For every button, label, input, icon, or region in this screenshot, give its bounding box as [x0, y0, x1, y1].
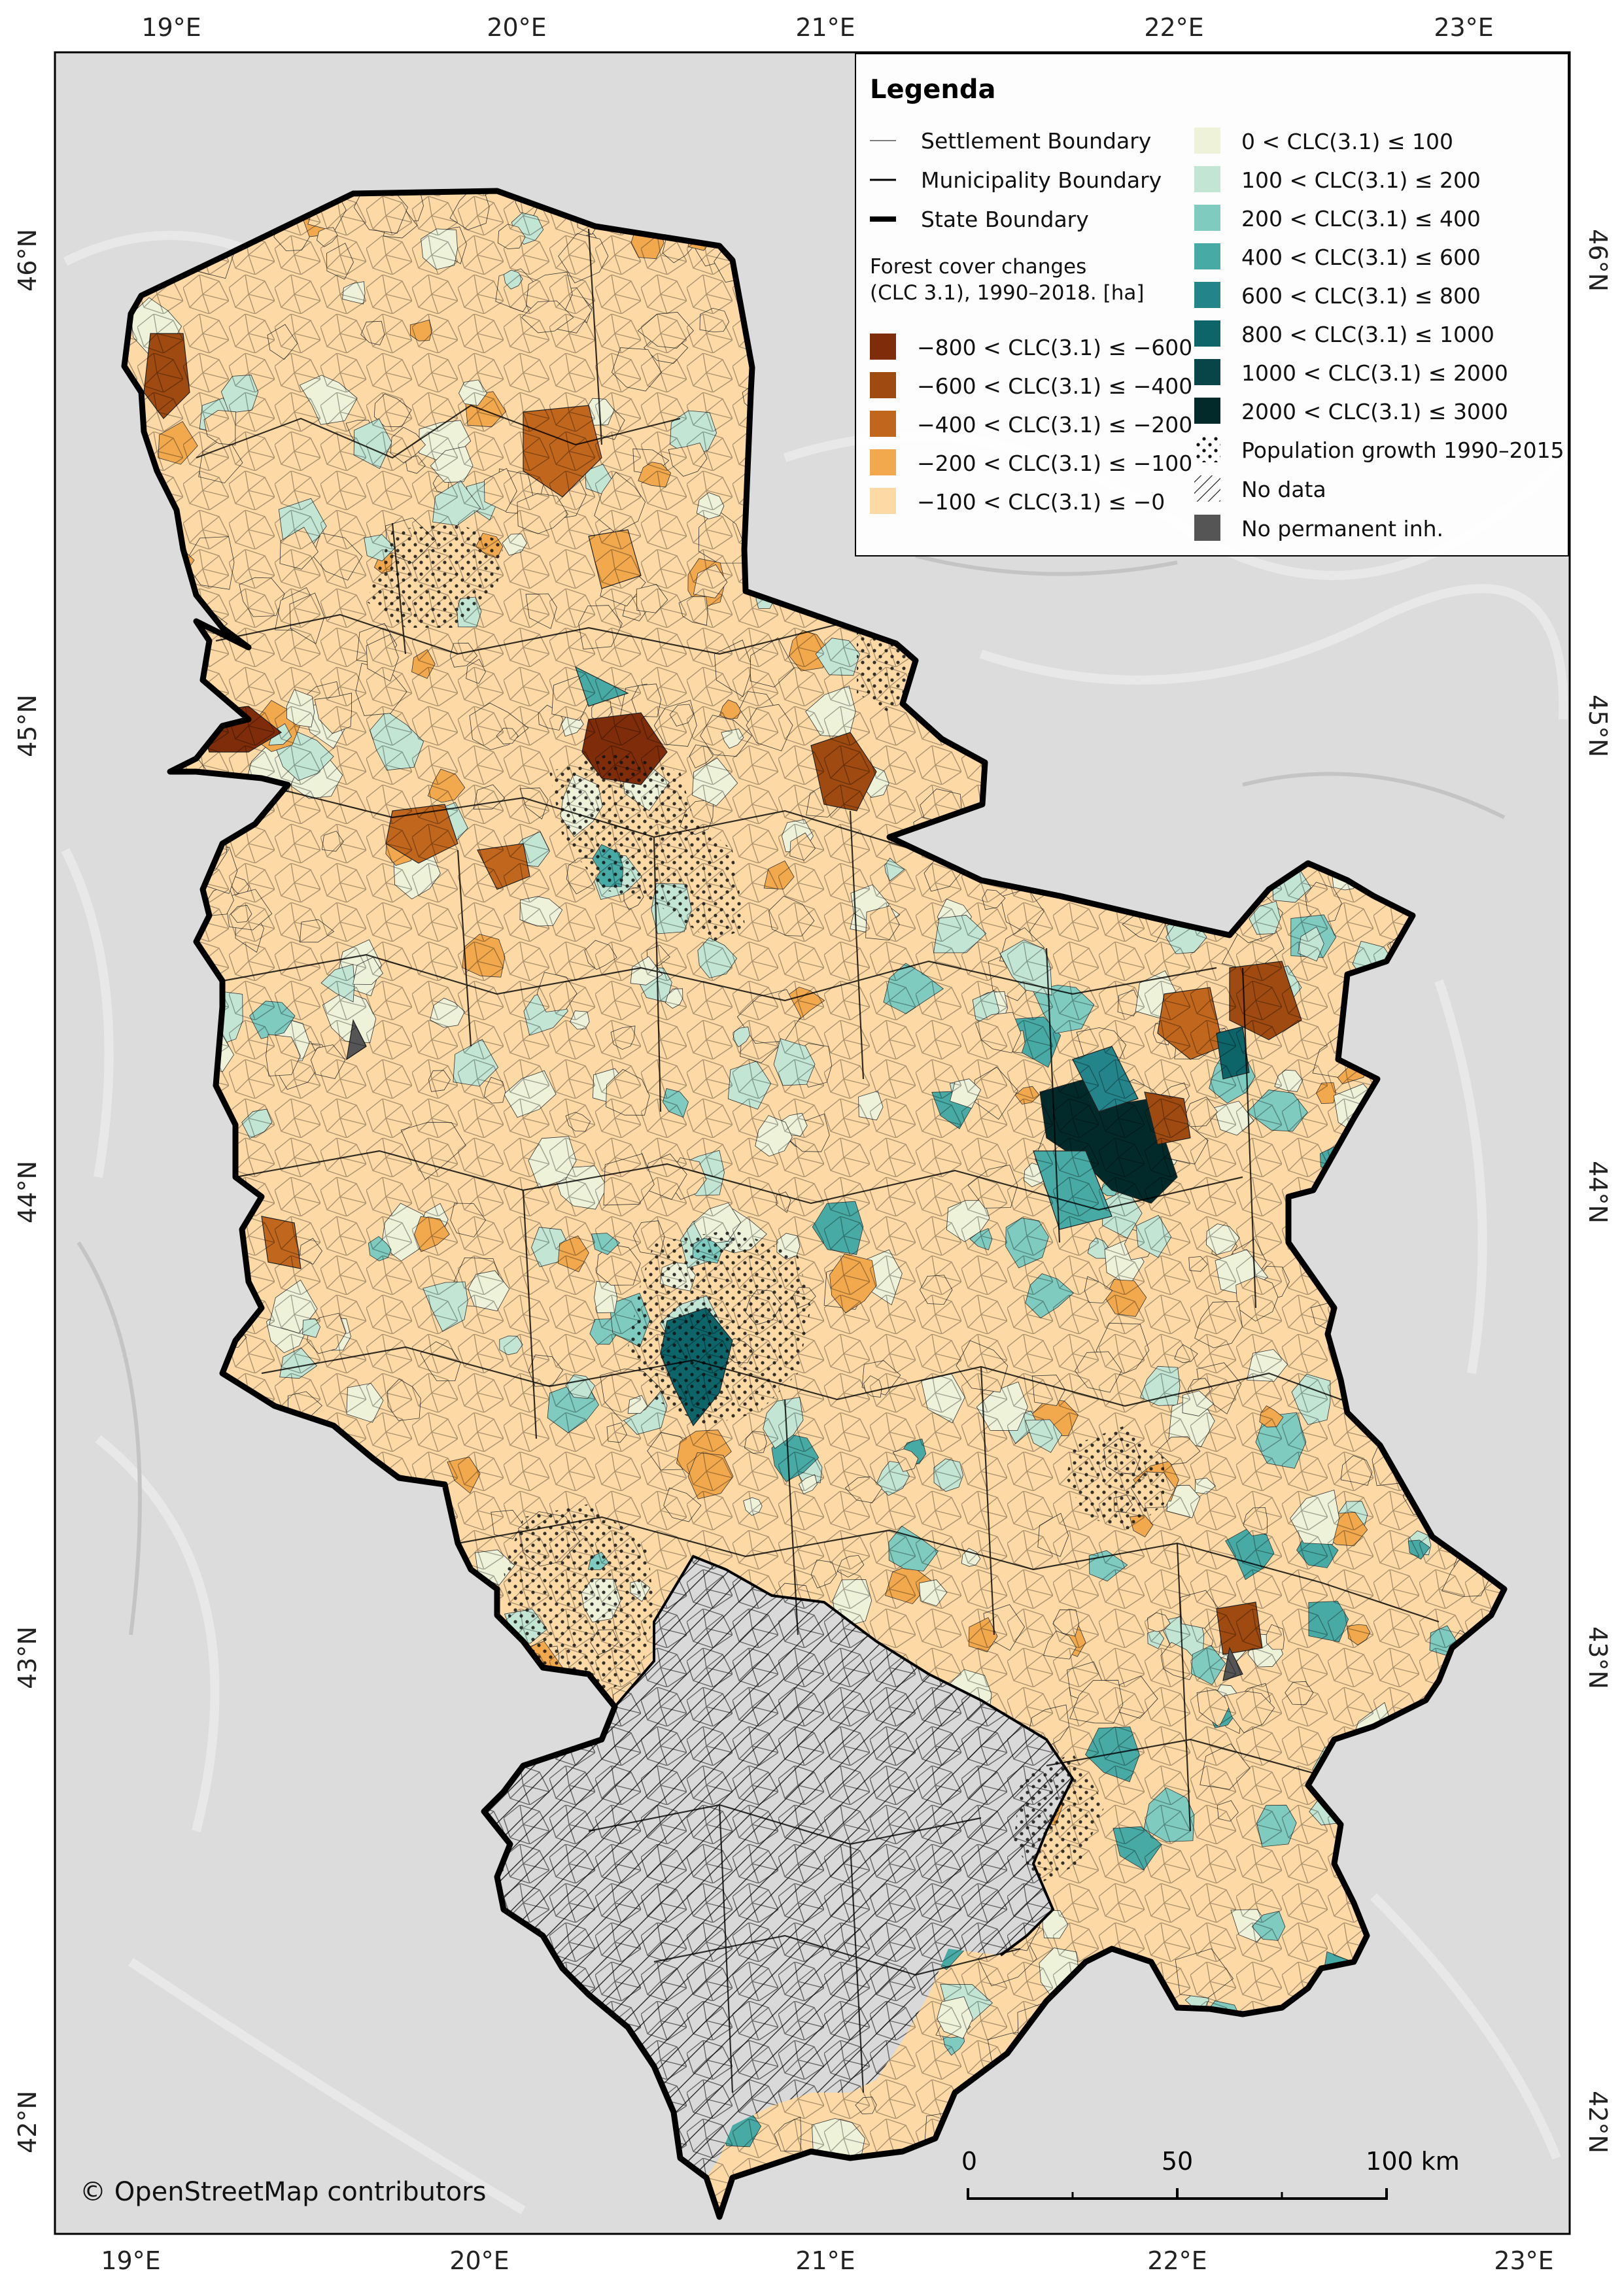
legend-class-swatch: [1194, 205, 1220, 231]
legend-class-label: 2000 < CLC(3.1) ≤ 3000: [1241, 399, 1508, 424]
map-frame: [54, 51, 1571, 2235]
no-data-swatch: [1194, 475, 1220, 502]
lon-label-top-20: 20°E: [487, 13, 546, 42]
legend-boundary-item: Settlement Boundary: [870, 128, 1151, 154]
legend-class-swatch: [1194, 282, 1220, 308]
legend-class-swatch: [1194, 128, 1220, 154]
scale-bar: 0 50 100 km: [961, 2147, 1460, 2200]
legend-class-label: 800 < CLC(3.1) ≤ 1000: [1241, 322, 1494, 347]
scale-label-0: 0: [961, 2147, 977, 2176]
legend-class-item: −800 < CLC(3.1) ≤ −600: [870, 334, 1192, 360]
legend-boundary-item: State Boundary: [870, 207, 1089, 232]
longitude-labels-top: 19°E 20°E 21°E 22°E 23°E: [141, 13, 1493, 42]
legend-class-swatch: [1194, 166, 1220, 192]
legend-class-label: −600 < CLC(3.1) ≤ −400: [917, 373, 1192, 399]
lon-label-bottom-19: 19°E: [101, 2246, 160, 2275]
legend-class-swatch: [870, 372, 896, 398]
legend-class-swatch: [870, 334, 896, 360]
legend-class-label: 200 < CLC(3.1) ≤ 400: [1241, 206, 1481, 231]
lat-label-right-42: 42°N: [1583, 2091, 1612, 2153]
legend-class-label: 1000 < CLC(3.1) ≤ 2000: [1241, 360, 1508, 386]
no-permanent-swatch: [1194, 515, 1220, 541]
legend-class-item: −600 < CLC(3.1) ≤ −400: [870, 372, 1192, 399]
legend-class-swatch: [1194, 398, 1220, 424]
state-boundary: [121, 188, 1508, 2220]
legend-class-label: −100 < CLC(3.1) ≤ −0: [917, 489, 1165, 515]
no-data-label: No data: [1241, 477, 1326, 502]
lon-label-bottom-22: 22°E: [1147, 2246, 1207, 2275]
legend-no-permanent: No permanent inh.: [1194, 515, 1443, 541]
no-data-boundary: [613, 1554, 1075, 1957]
legend-class-swatch: [1194, 359, 1220, 385]
lat-label-right-45: 45°N: [1583, 694, 1612, 757]
legend-subtitle-line1: Forest cover changes: [870, 255, 1086, 279]
lat-label-left-43: 43°N: [13, 1626, 42, 1689]
boundary-label: Municipality Boundary: [921, 167, 1162, 193]
latitude-labels-right: 46°N 45°N 44°N 43°N 42°N: [1583, 229, 1612, 2153]
lon-label-top-22: 22°E: [1144, 13, 1203, 42]
legend-class-item: 2000 < CLC(3.1) ≤ 3000: [1194, 398, 1508, 424]
lon-label-bottom-21: 21°E: [795, 2246, 855, 2275]
legend-title: Legenda: [870, 75, 995, 105]
legend-class-label: −200 < CLC(3.1) ≤ −100: [917, 451, 1192, 476]
population-growth-label: Population growth 1990–2015: [1241, 437, 1564, 463]
latitude-labels-left: 46°N 45°N 44°N 43°N 42°N: [13, 229, 42, 2153]
lon-label-top-21: 21°E: [795, 13, 855, 42]
legend-class-label: −800 < CLC(3.1) ≤ −600: [917, 335, 1192, 360]
legend-class-item: −200 < CLC(3.1) ≤ −100: [870, 449, 1192, 476]
legend-boundary-item: Municipality Boundary: [870, 167, 1162, 193]
lat-label-right-44: 44°N: [1583, 1161, 1612, 1224]
lat-label-right-43: 43°N: [1583, 1626, 1612, 1689]
legend-class-label: 100 < CLC(3.1) ≤ 200: [1241, 167, 1481, 193]
legend-class-swatch: [870, 411, 896, 437]
population-growth-swatch: [1194, 436, 1220, 462]
lon-label-top-23: 23°E: [1434, 13, 1493, 42]
legend-negative-classes: −800 < CLC(3.1) ≤ −600 −600 < CLC(3.1) ≤ …: [870, 334, 1192, 515]
municipality-boundaries: [196, 228, 1440, 2093]
scale-label-100: 100 km: [1366, 2147, 1460, 2176]
longitude-labels-bottom: 19°E 20°E 21°E 22°E 23°E: [101, 2246, 1553, 2275]
legend-class-item: 800 < CLC(3.1) ≤ 1000: [1194, 320, 1494, 347]
scale-label-50: 50: [1162, 2147, 1193, 2176]
boundary-label: State Boundary: [921, 207, 1089, 232]
legend-class-item: 200 < CLC(3.1) ≤ 400: [1194, 205, 1481, 231]
legend-class-item: 600 < CLC(3.1) ≤ 800: [1194, 282, 1481, 309]
lat-label-right-46: 46°N: [1583, 229, 1612, 292]
legend-class-swatch: [1194, 243, 1220, 269]
attribution: © OpenStreetMap contributors: [80, 2177, 486, 2207]
lat-label-left-44: 44°N: [13, 1161, 42, 1224]
legend-subtitle-line2: (CLC 3.1), 1990–2018. [ha]: [870, 281, 1144, 305]
legend-class-item: 400 < CLC(3.1) ≤ 600: [1194, 243, 1481, 270]
legend-class-item: 0 < CLC(3.1) ≤ 100: [1194, 128, 1453, 154]
boundary-label: Settlement Boundary: [921, 128, 1151, 154]
legend-no-data: No data: [1194, 475, 1326, 502]
legend: Legenda Settlement Boundary Municipality …: [855, 53, 1569, 557]
legend-positive-classes: 0 < CLC(3.1) ≤ 100 100 < CLC(3.1) ≤ 200 20…: [1194, 128, 1508, 424]
legend-population-growth: Population growth 1990–2015: [1194, 436, 1564, 463]
lon-label-bottom-23: 23°E: [1494, 2246, 1553, 2275]
lat-label-left-46: 46°N: [13, 229, 42, 292]
legend-class-swatch: [870, 449, 896, 475]
legend-class-swatch: [1194, 320, 1220, 347]
legend-class-swatch: [870, 488, 896, 514]
legend-class-label: −400 < CLC(3.1) ≤ −200: [917, 412, 1192, 437]
lat-label-left-42: 42°N: [13, 2091, 42, 2153]
legend-class-item: −100 < CLC(3.1) ≤ −0: [870, 488, 1165, 515]
legend-class-item: 100 < CLC(3.1) ≤ 200: [1194, 166, 1481, 193]
legend-class-item: −400 < CLC(3.1) ≤ −200: [870, 411, 1192, 437]
lon-label-top-19: 19°E: [141, 13, 201, 42]
legend-class-item: 1000 < CLC(3.1) ≤ 2000: [1194, 359, 1508, 386]
lat-label-left-45: 45°N: [13, 694, 42, 757]
no-permanent-label: No permanent inh.: [1241, 516, 1443, 541]
legend-boundary-entries: Settlement Boundary Municipality Boundary…: [870, 128, 1162, 232]
legend-class-label: 0 < CLC(3.1) ≤ 100: [1241, 129, 1453, 154]
legend-class-label: 400 < CLC(3.1) ≤ 600: [1241, 245, 1481, 270]
lon-label-bottom-20: 20°E: [449, 2246, 509, 2275]
legend-class-label: 600 < CLC(3.1) ≤ 800: [1241, 283, 1481, 309]
